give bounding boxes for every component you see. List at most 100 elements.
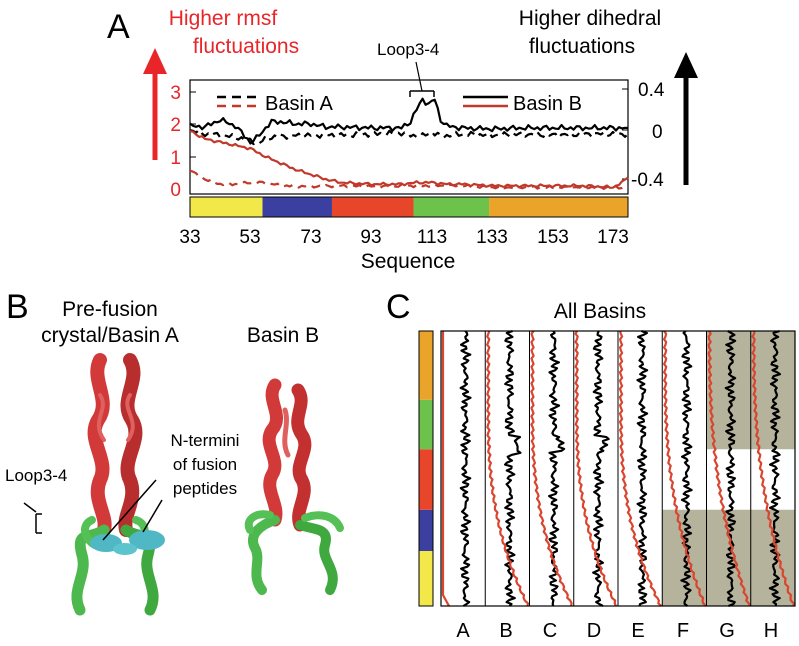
panel-a-left-axis: 3 2 1 0 (170, 83, 196, 201)
panel-a-plot-frame (189, 79, 629, 195)
col-label-h: H (764, 620, 778, 642)
x-axis-label: Sequence (361, 250, 456, 273)
panel-a-right-title-1: Higher dihedral (519, 7, 661, 30)
dihedral-arrow-icon (674, 52, 698, 185)
column-d-dihedral-trace (592, 330, 610, 607)
panel-b-title-2: crystal/Basin A (41, 324, 179, 347)
panel-b-loop-label: Loop3-4 (5, 466, 67, 485)
panel-a-right-axis: 0.4 0 -0.4 (622, 80, 665, 191)
panel-b-loop-bracket (23, 502, 42, 534)
x-tick-73: 73 (300, 227, 321, 248)
x-tick-173: 173 (597, 227, 629, 248)
panel-a-right-title-2: fluctuations (529, 35, 635, 58)
x-tick-93: 93 (360, 227, 381, 248)
loop-annotation: Loop3-4 (377, 40, 439, 97)
column-e (617, 329, 663, 607)
column-d (573, 330, 617, 607)
panel-a-x-ticks: 33 53 73 93 113 133 153 173 (179, 227, 628, 248)
panel-a-lines (189, 97, 629, 190)
column-b-dihedral-trace (504, 329, 522, 607)
nterm-label-1: N-termini (171, 431, 240, 450)
right-tick-0: 0 (652, 122, 663, 143)
nterm-label-2: of fusion (173, 455, 237, 474)
panel-b-letter: B (6, 288, 29, 326)
right-tick-0-4: 0.4 (638, 80, 665, 101)
column-b (484, 329, 529, 607)
panel-a-left-title-1: Higher rmsf (169, 7, 278, 30)
c-domain-segment-0 (419, 551, 433, 606)
column-e-rmsf-trace (618, 330, 663, 607)
x-tick-153: 153 (537, 227, 569, 248)
series-basin-b-right (189, 97, 629, 145)
col-label-c: C (543, 620, 557, 642)
column-a-dihedral-trace (459, 330, 472, 607)
domain-segment-2 (331, 197, 414, 217)
x-tick-53: 53 (239, 227, 260, 248)
panel-b-title-basin-b: Basin B (247, 324, 319, 347)
panel-a-domain-bar (190, 197, 628, 217)
column-f (661, 330, 708, 607)
series-basin-a-left (189, 169, 629, 190)
c-domain-segment-4 (419, 331, 433, 400)
left-tick-0: 0 (170, 180, 181, 201)
column-g (706, 330, 752, 608)
legend-basin-a: Basin A (265, 93, 333, 115)
rmsf-arrow-icon (143, 48, 167, 160)
panel-c-domain-bar (419, 331, 433, 606)
column-c-rmsf-trace (530, 330, 573, 607)
x-tick-113: 113 (417, 227, 447, 248)
legend-basin-b: Basin B (513, 93, 582, 115)
domain-segment-4 (489, 197, 628, 217)
panel-c-title: All Basins (554, 300, 646, 323)
left-tick-2: 2 (170, 115, 181, 136)
column-f-dihedral-trace (680, 330, 693, 607)
column-a (441, 330, 472, 607)
col-label-a: A (456, 620, 470, 642)
nterm-pointer-1 (102, 479, 157, 541)
nterm-pointer-2 (142, 499, 163, 533)
column-c-dihedral-trace (548, 330, 566, 607)
column-a-rmsf-trace (441, 331, 450, 607)
panel-c-column-labels: A B C D E F G H (456, 620, 778, 642)
prefusion-structure-image (71, 353, 165, 616)
domain-segment-0 (190, 197, 263, 217)
left-tick-3: 3 (170, 83, 181, 104)
domain-segment-1 (262, 197, 332, 217)
panel-a-letter: A (107, 8, 130, 46)
left-tick-1: 1 (170, 148, 181, 169)
panel-c-frame (440, 330, 796, 607)
series-basin-a-right (189, 128, 629, 146)
nterm-label-3: peptides (173, 479, 237, 498)
column-d-rmsf-trace (574, 330, 617, 607)
column-g-dihedral-trace (724, 330, 737, 608)
col-label-d: D (587, 620, 601, 642)
column-h (750, 329, 795, 607)
column-c (529, 330, 573, 607)
panel-c-columns (441, 329, 795, 608)
column-h-dihedral-trace (768, 329, 781, 607)
c-domain-segment-3 (419, 399, 433, 450)
column-g-rmsf-trace (707, 330, 752, 607)
loop-annotation-label: Loop3-4 (377, 40, 439, 59)
c-domain-segment-1 (419, 509, 433, 551)
col-label-f: F (677, 620, 689, 642)
series-basin-b-left (189, 130, 629, 189)
column-f-rmsf-trace (663, 330, 708, 607)
col-label-e: E (631, 620, 644, 642)
domain-segment-3 (413, 197, 490, 217)
panel-c-domain-frame (418, 330, 434, 607)
panel-c-letter: C (386, 288, 411, 326)
basin-b-structure-image (244, 378, 344, 595)
domain-bar-frame (189, 196, 629, 218)
panel-b-title-1: Pre-fusion (62, 298, 158, 321)
right-tick-neg-0-4: -0.4 (631, 170, 664, 191)
column-b-rmsf-trace (486, 330, 529, 607)
panel-a-left-title-2: fluctuations (193, 35, 299, 58)
x-tick-33: 33 (179, 227, 200, 248)
x-tick-133: 133 (476, 227, 508, 248)
c-domain-segment-2 (419, 449, 433, 510)
col-label-b: B (499, 620, 512, 642)
panel-a-legend: Basin A Basin B (217, 93, 582, 115)
col-label-g: G (719, 620, 735, 642)
